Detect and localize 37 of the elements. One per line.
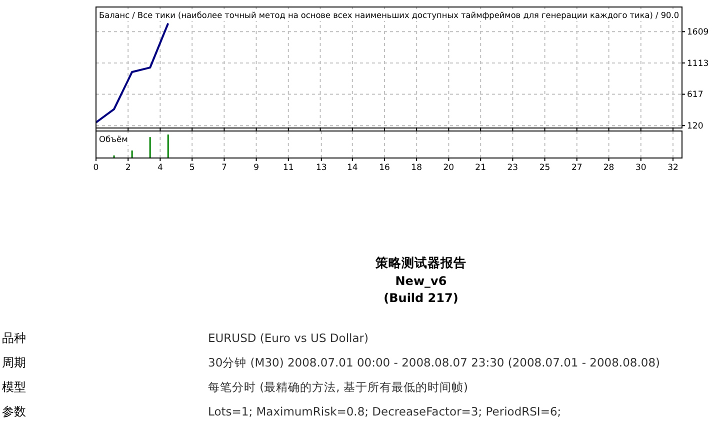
text: 模型 <box>2 380 26 394</box>
text: 参数 <box>2 404 26 418</box>
text: 每笔分时 (最精确的方法, 基于所有最低的时间帧) <box>208 380 468 394</box>
text: 30分钟 (M30) 2008.07.01 00:00 - 2008.08.07 23:30 (2008.07.01 - 2008.08.08) <box>208 356 660 370</box>
x-tick-label: 9 <box>254 163 260 173</box>
x-tick-label: 28 <box>603 163 614 173</box>
x-tick-label: 23 <box>507 163 518 173</box>
text: (Build 217) <box>384 291 458 305</box>
x-tick-label: 14 <box>346 163 358 173</box>
x-tick-label: 18 <box>411 163 422 173</box>
x-tick-label: 4 <box>157 163 163 173</box>
x-tick-label: 20 <box>443 163 454 173</box>
text: Lots=1; MaximumRisk=0.8; DecreaseFactor=3; PeriodRSI=6; <box>208 404 562 418</box>
y-tick-label: 1609 <box>687 28 709 38</box>
chart-title: Объём <box>99 134 128 144</box>
x-tick-label: 13 <box>316 163 327 173</box>
x-tick-label: 16 <box>379 163 390 173</box>
text: EURUSD (Euro vs US Dollar) <box>208 331 368 345</box>
chart-title: Баланс / Все тики (наиболее точный метод на основе всех наименьших доступных таймфреймов для генерации каждого тика) / 90.0 <box>99 10 690 20</box>
y-tick-label: 617 <box>687 90 704 100</box>
line-series <box>96 22 170 124</box>
x-tick-label: 2 <box>125 163 131 173</box>
y-tick-label: 1113 <box>687 58 709 69</box>
text: New_v6 <box>395 274 447 288</box>
text: 品种 <box>2 331 26 345</box>
x-tick-label: 25 <box>539 163 550 173</box>
x-tick-label: 5 <box>189 163 195 173</box>
x-tick-label: 11 <box>282 163 294 173</box>
text: 策略测试器报告 <box>374 255 466 270</box>
text: 周期 <box>2 356 26 370</box>
x-tick-label: 32 <box>668 163 678 173</box>
x-tick-label: 0 <box>93 163 99 173</box>
x-tick-label: 21 <box>475 163 486 173</box>
x-tick-label: 27 <box>571 163 582 173</box>
y-tick-label: 120 <box>687 122 704 132</box>
x-tick-label: 30 <box>635 163 646 173</box>
x-tick-label: 7 <box>221 163 227 173</box>
